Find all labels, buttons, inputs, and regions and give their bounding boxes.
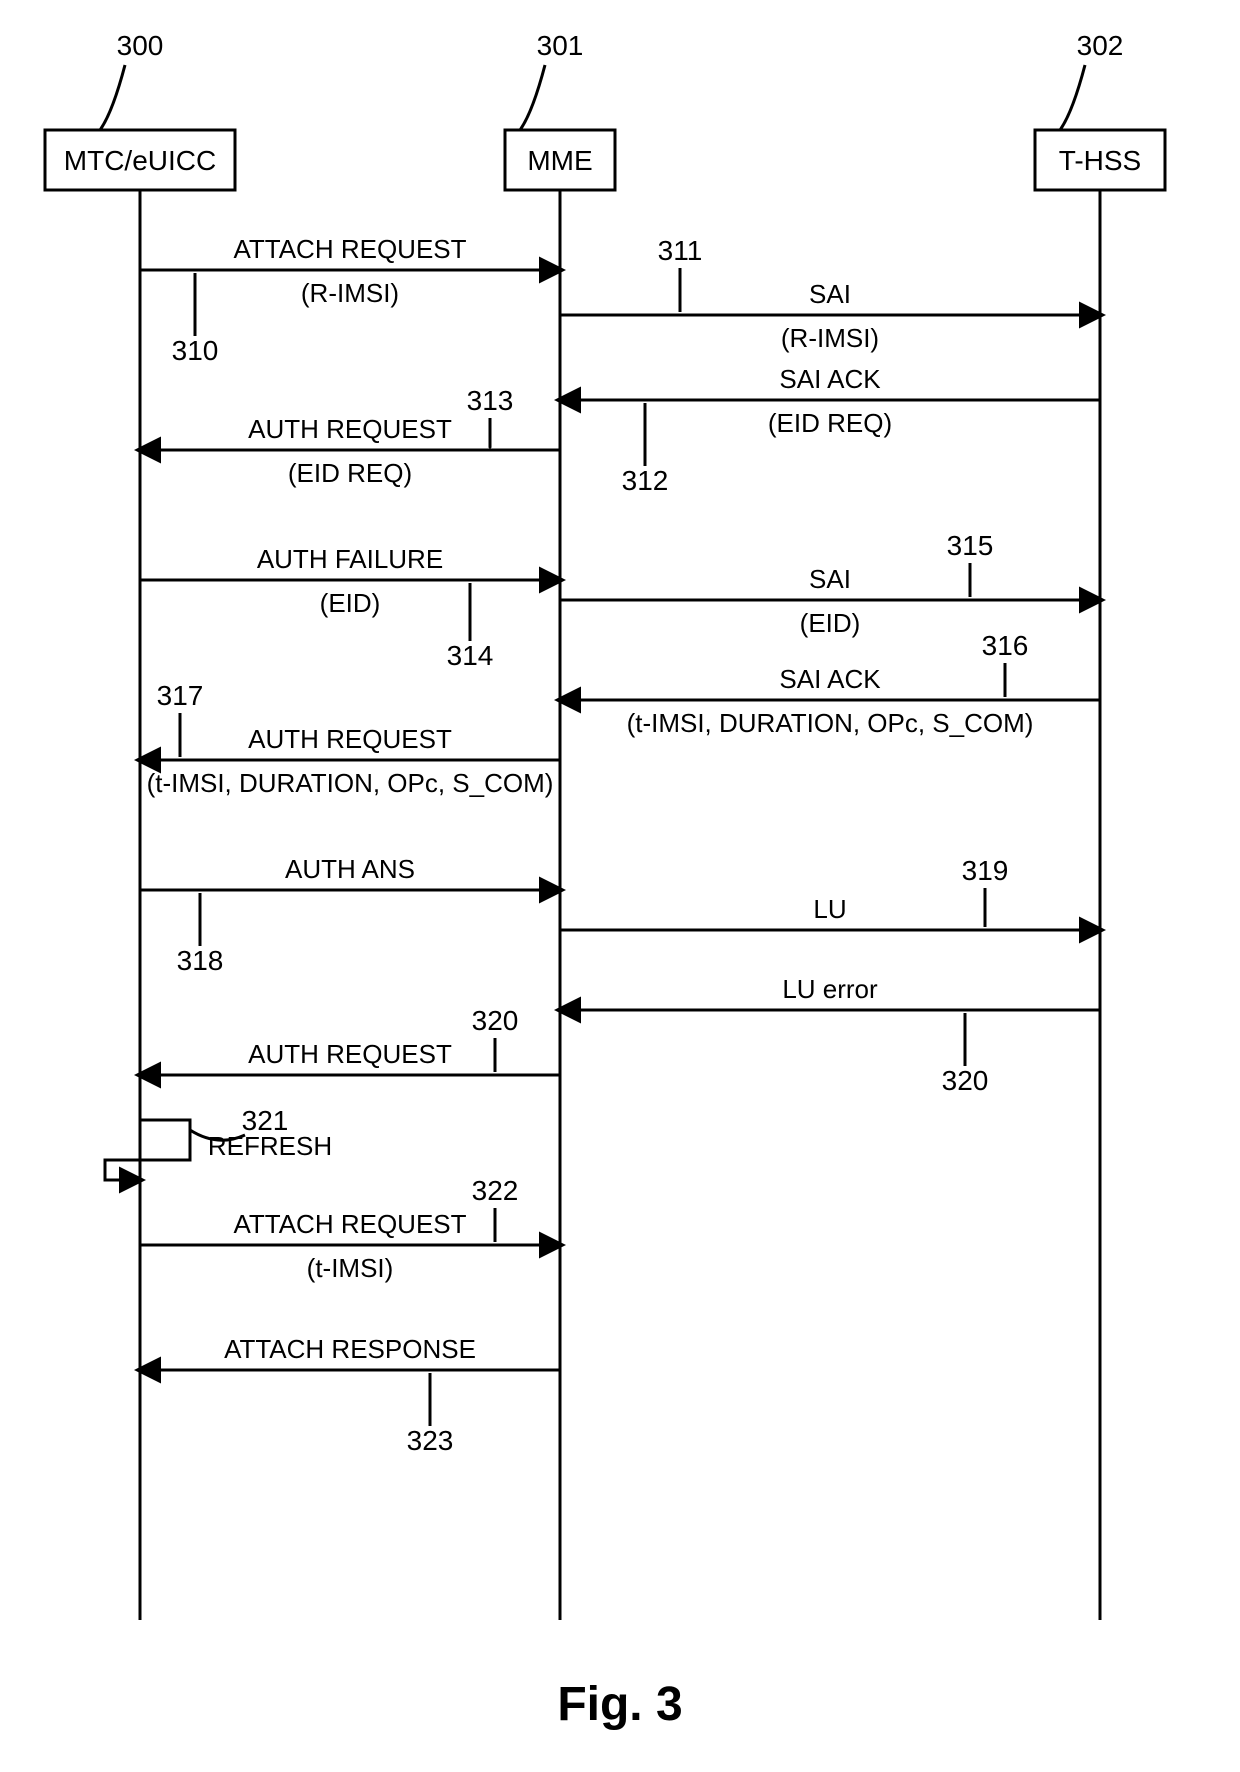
msg-ref-311: 311 xyxy=(658,235,703,266)
msg-ref-314: 314 xyxy=(447,640,494,671)
msg-label-322: ATTACH REQUEST xyxy=(233,1209,466,1239)
msg-ref-310: 310 xyxy=(172,335,219,366)
msg-ref-316: 316 xyxy=(982,630,1029,661)
msg-label-320b: AUTH REQUEST xyxy=(248,1039,452,1069)
msg-label-311: SAI xyxy=(809,279,851,309)
msg-sub-314: (EID) xyxy=(320,588,381,618)
msg-ref-315: 315 xyxy=(947,530,994,561)
refresh-box xyxy=(140,1120,190,1160)
msg-label-310: ATTACH REQUEST xyxy=(233,234,466,264)
sequence-diagram: 300 MTC/eUICC 301 MME 302 T-HSS ATTACH REQUEST… xyxy=(0,0,1240,1772)
msg-ref-312: 312 xyxy=(622,465,669,496)
msg-label-323: ATTACH RESPONSE xyxy=(224,1334,476,1364)
msg-ref-318: 318 xyxy=(177,945,224,976)
figure-label: Fig. 3 xyxy=(557,1678,682,1731)
msg-sub-313: (EID REQ) xyxy=(288,458,412,488)
refresh-arrow xyxy=(105,1160,140,1180)
msg-ref-322: 322 xyxy=(472,1175,519,1206)
msg-ref-323: 323 xyxy=(407,1425,454,1456)
participant-ref-2: 302 xyxy=(1077,30,1124,61)
msg-sub-312: (EID REQ) xyxy=(768,408,892,438)
msg-label-319: LU xyxy=(813,894,846,924)
msg-ref-320b: 320 xyxy=(472,1005,519,1036)
msg-label-317: AUTH REQUEST xyxy=(248,724,452,754)
participant-label-0: MTC/eUICC xyxy=(64,145,216,176)
msg-label-315: SAI xyxy=(809,564,851,594)
msg-label-314: AUTH FAILURE xyxy=(257,544,443,574)
msg-sub-310: (R-IMSI) xyxy=(301,278,399,308)
msg-ref-320a: 320 xyxy=(942,1065,989,1096)
msg-sub-317: (t-IMSI, DURATION, OPc, S_COM) xyxy=(147,768,554,798)
msg-ref-319: 319 xyxy=(962,855,1009,886)
msg-label-312: SAI ACK xyxy=(779,364,881,394)
msg-sub-315: (EID) xyxy=(800,608,861,638)
msg-sub-322: (t-IMSI) xyxy=(307,1253,394,1283)
msg-label-320a: LU error xyxy=(782,974,878,1004)
participant-label-1: MME xyxy=(527,145,592,176)
msg-label-318: AUTH ANS xyxy=(285,854,415,884)
msg-label-313: AUTH REQUEST xyxy=(248,414,452,444)
refresh-ref: 321 xyxy=(242,1105,289,1136)
participant-ref-1: 301 xyxy=(537,30,584,61)
msg-ref-317: 317 xyxy=(157,680,204,711)
msg-sub-311: (R-IMSI) xyxy=(781,323,879,353)
participant-label-2: T-HSS xyxy=(1059,145,1141,176)
msg-label-316: SAI ACK xyxy=(779,664,881,694)
msg-sub-316: (t-IMSI, DURATION, OPc, S_COM) xyxy=(627,708,1034,738)
participant-ref-0: 300 xyxy=(117,30,164,61)
msg-ref-313: 313 xyxy=(467,385,514,416)
